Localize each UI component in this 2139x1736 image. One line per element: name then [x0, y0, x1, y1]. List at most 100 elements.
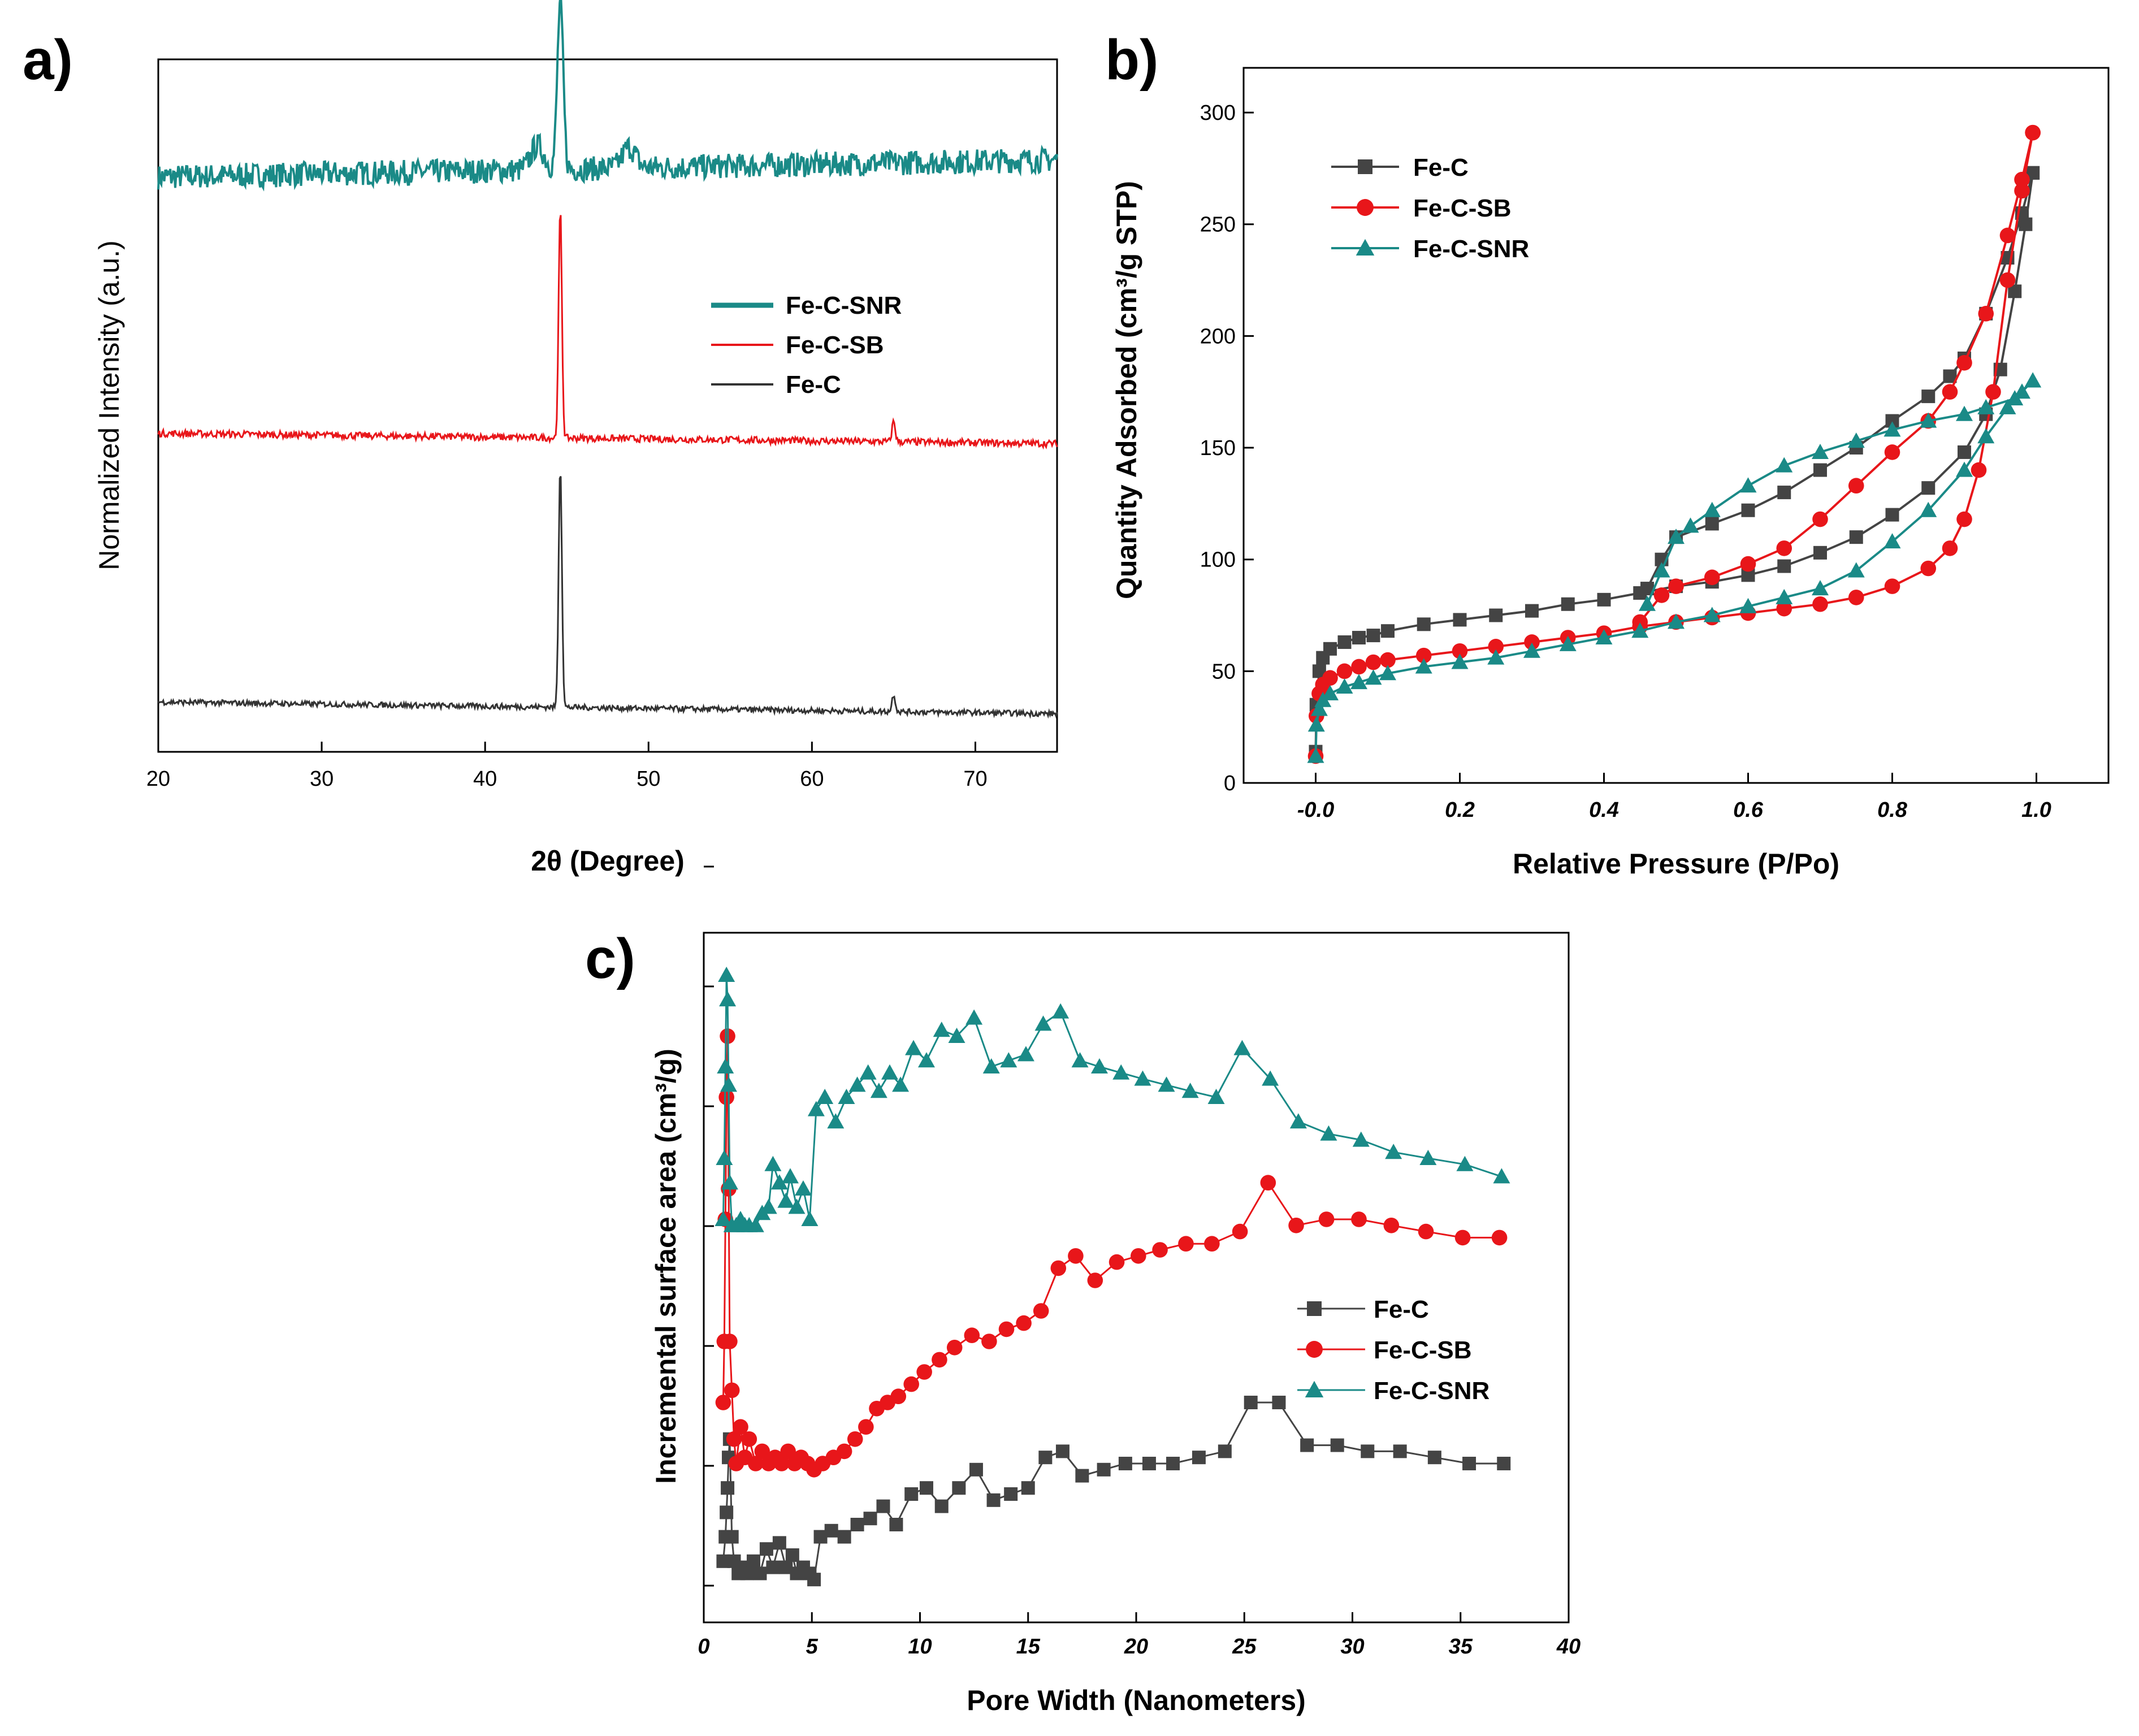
- data-point-fe-c-sb: [890, 1388, 907, 1404]
- panel-c-x-axis-label: Pore Width (Nanometers): [967, 1685, 1306, 1716]
- legend-marker-fe-c-sb: [1306, 1341, 1323, 1358]
- panel-b-x-tick-label: 0.4: [1589, 798, 1619, 822]
- data-point-fe-c-snr: [881, 1064, 898, 1080]
- data-point-fe-c-snr: [1158, 1076, 1175, 1092]
- data-point-fe-c-sb: [722, 1334, 738, 1349]
- data-point-fe-c: [1417, 617, 1431, 631]
- data-point-fe-c: [1337, 635, 1352, 649]
- data-point-fe-c-sb: [932, 1352, 947, 1368]
- data-point-fe-c: [759, 1542, 773, 1556]
- data-point-fe-c: [1813, 463, 1827, 477]
- data-point-fe-c: [1741, 503, 1755, 517]
- data-point-fe-c: [807, 1573, 821, 1587]
- data-point-fe-c-snr: [2024, 372, 2042, 388]
- panel-b-y-axis-label: Quantity Adsorbed (cm³/g STP): [1111, 181, 1142, 599]
- panel-b-x-axis-label: Relative Pressure (P/Po): [1513, 848, 1839, 880]
- data-point-fe-c-sb: [1232, 1223, 1248, 1240]
- data-point-fe-c-sb: [1668, 578, 1684, 594]
- panel-c-x-tick-label: 25: [1232, 1635, 1257, 1659]
- data-point-fe-c-sb: [1985, 384, 2001, 400]
- data-point-fe-c-sb: [1920, 560, 1937, 577]
- data-point-fe-c-snr: [1385, 1144, 1402, 1159]
- data-point-fe-c-sb: [1178, 1236, 1194, 1252]
- data-point-fe-c-snr: [1451, 653, 1469, 669]
- data-point-fe-c-snr: [1320, 1125, 1337, 1141]
- panel-a-x-tick-label: 30: [310, 767, 334, 791]
- data-point-fe-c-sb: [1978, 306, 1994, 322]
- data-point-fe-c-snr: [2006, 390, 2024, 406]
- panel-b-x-tick-label: 1.0: [2021, 798, 2051, 822]
- data-point-fe-c-snr: [1233, 1040, 1251, 1055]
- data-point-fe-c-sb: [1942, 384, 1958, 400]
- data-point-fe-c-sb: [903, 1376, 919, 1392]
- data-point-fe-c-snr: [1668, 529, 1685, 544]
- data-point-fe-c: [1166, 1457, 1180, 1470]
- data-point-fe-c-sb: [1087, 1272, 1103, 1288]
- data-point-fe-c-snr: [1739, 477, 1757, 493]
- data-point-fe-c-snr: [1977, 428, 1995, 444]
- series-line-fe-c: [157, 476, 1058, 719]
- data-point-fe-c-snr: [1181, 1083, 1199, 1098]
- data-point-fe-c-sb: [916, 1364, 932, 1380]
- data-point-fe-c-sb: [1884, 578, 1900, 594]
- data-point-fe-c-snr: [1739, 598, 1757, 613]
- data-point-fe-c-snr: [1487, 649, 1505, 665]
- panel-a-frame: [157, 58, 1058, 753]
- panel-b-legend: Fe-C Fe-C-SB Fe-C-SNR: [1331, 154, 1529, 263]
- data-point-fe-c-snr: [1322, 685, 1339, 700]
- panel-a-x-axis-label: 2θ (Degree): [531, 845, 685, 877]
- panel-b-y-tick-label: 150: [1200, 436, 1236, 460]
- panel-b: b) 0 50 100 150 200 250 300 -0.0 0.2 0.4 0.6 0.8 1.…: [1105, 28, 2110, 880]
- series-line-fe-c-snr-desorption: [1646, 379, 2034, 605]
- data-point-fe-c: [1462, 1457, 1476, 1470]
- data-point-fe-c-snr: [715, 1211, 732, 1226]
- data-point-fe-c-sb: [1322, 670, 1338, 686]
- panel-b-x-tick-label: 0.2: [1445, 798, 1475, 822]
- data-point-fe-c-sb: [1942, 540, 1958, 556]
- data-point-fe-c: [746, 1554, 760, 1568]
- data-point-fe-c-sb: [1999, 227, 2016, 244]
- data-point-fe-c: [1244, 1396, 1258, 1409]
- data-point-fe-c-snr: [1682, 517, 1699, 533]
- data-point-fe-c: [863, 1512, 877, 1526]
- data-point-fe-c-snr: [1262, 1070, 1279, 1086]
- panel-c-y-axis-label: Incremental surface area (cm³/g): [650, 1049, 682, 1484]
- data-point-fe-c: [1004, 1487, 1018, 1501]
- data-point-fe-c-snr: [1999, 399, 2016, 414]
- data-point-fe-c-sb: [1956, 511, 1972, 527]
- legend-label-fe-c: Fe-C: [1374, 1296, 1429, 1323]
- data-point-fe-c: [1849, 530, 1863, 544]
- data-point-fe-c-snr: [807, 1101, 825, 1116]
- data-point-fe-c-sb: [773, 1456, 790, 1471]
- data-point-fe-c-snr: [801, 1211, 819, 1226]
- panel-c: c) 0 5 10 15 20 25 30 35 40 Pore Width (Nanomete…: [585, 865, 1581, 1716]
- data-point-fe-c-sb: [1848, 590, 1864, 605]
- data-point-fe-c: [1330, 1438, 1344, 1452]
- data-point-fe-c: [753, 1566, 767, 1581]
- data-point-fe-c-sb: [724, 1382, 740, 1399]
- data-point-fe-c-sb: [1033, 1303, 1049, 1319]
- data-point-fe-c-snr: [905, 1040, 923, 1055]
- data-point-fe-c-sb: [1131, 1248, 1146, 1264]
- legend-marker-fe-c: [1307, 1301, 1322, 1316]
- data-point-fe-c: [785, 1548, 799, 1562]
- panel-b-x-ticks: -0.0 0.2 0.4 0.6 0.8 1.0: [1297, 773, 2051, 822]
- data-point-fe-c-sb: [1653, 587, 1670, 603]
- legend-label-fe-c-snr: Fe-C-SNR: [1413, 235, 1529, 263]
- data-point-fe-c-sb: [847, 1431, 863, 1447]
- series-line-fe-c-sb-desorption: [1639, 132, 2034, 623]
- data-point-fe-c-snr: [1776, 588, 1793, 604]
- panel-a: a) 20 30 40 50 60 70 2θ (Degree) Normalized I…: [23, 0, 1058, 877]
- data-point-fe-c-snr: [794, 1180, 812, 1196]
- data-point-fe-c-sb: [1776, 600, 1792, 617]
- data-point-fe-c-sb: [1454, 1230, 1471, 1246]
- data-point-fe-c-snr: [1379, 665, 1396, 681]
- data-point-fe-c-sb: [748, 1456, 764, 1471]
- data-point-fe-c: [952, 1481, 966, 1495]
- data-point-fe-c-snr: [1812, 443, 1829, 459]
- panel-b-y-tick-label: 200: [1200, 324, 1236, 348]
- data-point-fe-c-snr: [1415, 658, 1432, 674]
- data-point-fe-c-sb: [1704, 569, 1720, 586]
- panel-a-x-tick-label: 40: [473, 767, 497, 791]
- data-point-fe-c: [1055, 1444, 1070, 1458]
